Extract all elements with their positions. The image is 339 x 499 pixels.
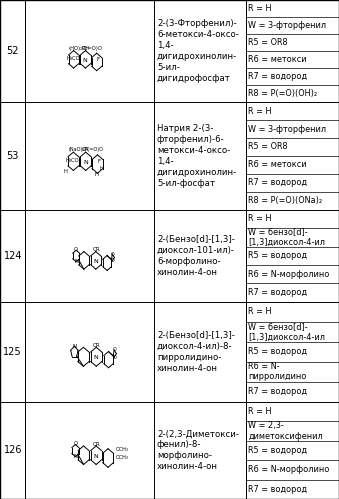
Text: Натрия 2-(3-
фторфенил)-6-
метокси-4-оксо-
1,4-
дигидрохинолин-
5-ил-фосфат: Натрия 2-(3- фторфенил)-6- метокси-4-окс… <box>157 124 237 188</box>
Text: 2-(3-Фторфенил)-
6-метокси-4-оксо-
1,4-
дигидрохинолин-
5-ил-
дигидрофосфат: 2-(3-Фторфенил)- 6-метокси-4-оксо- 1,4- … <box>157 19 239 83</box>
Text: OR: OR <box>93 442 101 447</box>
Text: R = H: R = H <box>248 107 272 116</box>
Text: O: O <box>74 247 78 252</box>
Text: OR: OR <box>93 248 100 252</box>
Text: R6 = N-
пирролидино: R6 = N- пирролидино <box>248 362 307 381</box>
Text: OCH₃: OCH₃ <box>115 447 128 452</box>
Text: R6 = N-морфолино: R6 = N-морфолино <box>248 269 330 279</box>
Text: 124: 124 <box>3 250 22 261</box>
Text: W = 3-фторфенил: W = 3-фторфенил <box>248 21 326 30</box>
Text: R6 = метокси: R6 = метокси <box>248 55 307 64</box>
Text: N: N <box>74 259 78 264</box>
Text: W = 2,3-
диметоксифенил: W = 2,3- диметоксифенил <box>248 421 323 441</box>
Text: H: H <box>94 173 98 178</box>
Text: R5 = водород: R5 = водород <box>248 251 307 260</box>
Text: 52: 52 <box>6 46 19 56</box>
Text: 53: 53 <box>6 151 19 161</box>
Text: N: N <box>83 58 87 63</box>
Text: N: N <box>93 258 98 264</box>
Text: OH: OH <box>82 46 90 51</box>
Text: R = H: R = H <box>248 4 272 13</box>
Text: OR: OR <box>82 147 89 152</box>
Text: O: O <box>73 442 78 447</box>
Text: (NaO)₂P(=O)O: (NaO)₂P(=O)O <box>68 147 103 152</box>
Text: H: H <box>63 169 67 174</box>
Text: R5 = OR8: R5 = OR8 <box>248 38 288 47</box>
Text: R8 = P(=O)(OH)₂: R8 = P(=O)(OH)₂ <box>248 89 318 98</box>
Text: 2-(Бензо[d]-[1,3]-
диоксол-4-ил)-8-
пирролидино-
хинолин-4-он: 2-(Бензо[d]-[1,3]- диоксол-4-ил)-8- пирр… <box>157 331 235 373</box>
Text: R = H: R = H <box>248 307 272 316</box>
Text: N: N <box>72 344 76 349</box>
Text: R7 = водород: R7 = водород <box>248 485 307 494</box>
Text: N: N <box>94 454 98 459</box>
Text: OCH₃: OCH₃ <box>115 455 128 460</box>
Text: W = 3-фторфенил: W = 3-фторфенил <box>248 125 326 134</box>
Text: 2-(Бензо[d]-[1,3]-
диоксол-101-ил)-
6-морфолино-
хинолин-4-он: 2-(Бензо[d]-[1,3]- диоксол-101-ил)- 6-мо… <box>157 235 235 277</box>
Text: (HO)₂P(=O)O: (HO)₂P(=O)O <box>69 45 103 50</box>
Text: R7 = водород: R7 = водород <box>248 288 307 297</box>
Text: R7 = водород: R7 = водород <box>248 178 307 187</box>
Text: R = H: R = H <box>248 407 272 416</box>
Text: O: O <box>111 251 115 256</box>
Text: R6 = N-морфолино: R6 = N-морфолино <box>248 465 330 475</box>
Text: R8 = P(=O)(ONa)₂: R8 = P(=O)(ONa)₂ <box>248 196 323 205</box>
Text: H₃CO: H₃CO <box>66 158 80 163</box>
Text: R6 = метокси: R6 = метокси <box>248 160 307 169</box>
Text: 126: 126 <box>3 445 22 456</box>
Text: OR: OR <box>93 343 101 348</box>
Text: R5 = водород: R5 = водород <box>248 446 307 455</box>
Text: R5 = водород: R5 = водород <box>248 347 307 356</box>
Text: R = H: R = H <box>248 214 272 224</box>
Text: O: O <box>113 347 116 352</box>
Text: N: N <box>94 355 98 360</box>
Text: O: O <box>113 355 116 360</box>
Text: R7 = водород: R7 = водород <box>248 72 307 81</box>
Text: R5 = OR8: R5 = OR8 <box>248 143 288 152</box>
Text: N: N <box>83 160 88 165</box>
Text: N: N <box>73 454 77 459</box>
Text: F: F <box>98 159 101 164</box>
Text: R7 = водород: R7 = водород <box>248 387 307 396</box>
Text: F: F <box>97 57 100 62</box>
Text: 125: 125 <box>3 347 22 357</box>
Text: W = бензо[d]-
[1,3]диоксол-4-ил: W = бензо[d]- [1,3]диоксол-4-ил <box>248 322 325 341</box>
Text: H: H <box>100 166 104 171</box>
Text: H₃CO: H₃CO <box>66 56 80 61</box>
Text: W = бензо[d]-
[1,3]диоксол-4-ил: W = бензо[d]- [1,3]диоксол-4-ил <box>248 228 325 247</box>
Text: O: O <box>111 258 115 263</box>
Text: 2-(2,3-Диметокси-
фенил)-8-
морфолино-
хинолин-4-он: 2-(2,3-Диметокси- фенил)-8- морфолино- х… <box>157 429 239 472</box>
